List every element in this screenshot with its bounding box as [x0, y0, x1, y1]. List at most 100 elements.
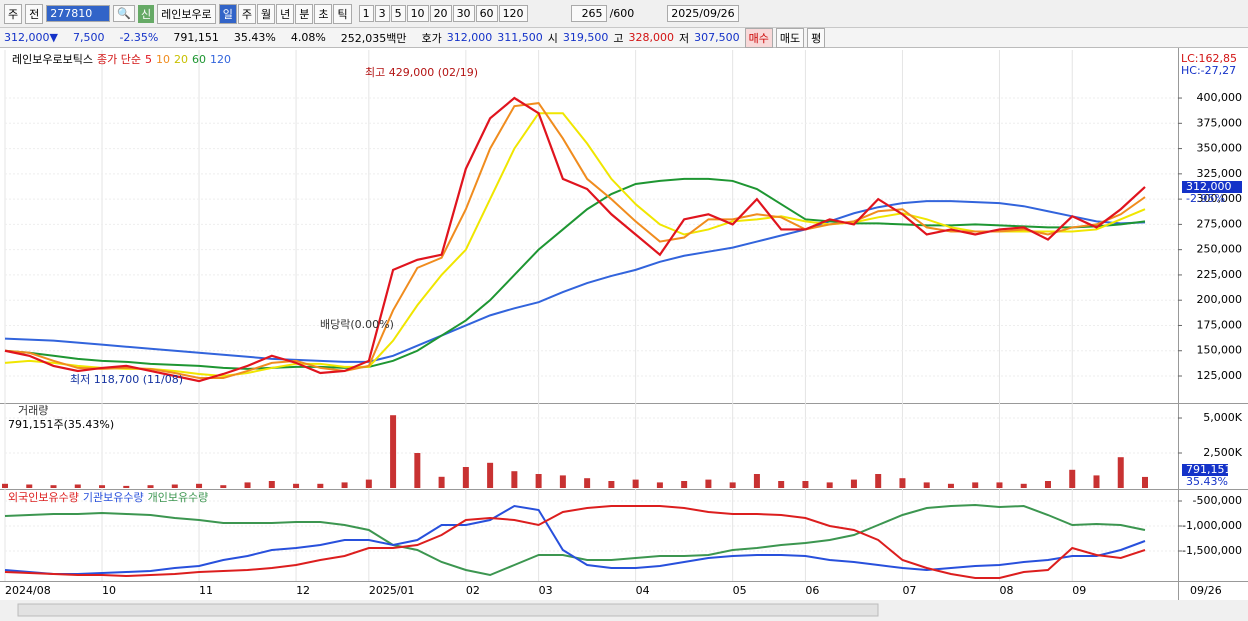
scroll-track[interactable] [17, 603, 879, 617]
annotation: 최저 118,700 (11/08) [70, 373, 183, 386]
info-item: 7,500 [72, 31, 105, 44]
code-input[interactable]: 277810 [46, 5, 111, 22]
legend-entry: 20 [174, 53, 188, 66]
volume-bar [1020, 483, 1027, 488]
volume-bar [365, 479, 372, 488]
period-button[interactable]: 초 [314, 3, 333, 24]
y-tick-label: 275,000 [1197, 217, 1243, 230]
volume-bar [802, 481, 809, 488]
volume-bar [947, 483, 954, 488]
volume-bar [244, 482, 251, 488]
interval-button[interactable]: 3 [374, 5, 390, 22]
period-button[interactable]: 주 [237, 3, 256, 24]
period-button[interactable]: 틱 [333, 3, 352, 24]
x-end-label: 09/26 [1190, 584, 1222, 597]
volume-bar [293, 483, 300, 488]
info-bar: 312,000▼ 7,500 -2.35% 791,151 35.43% 4.08% 252… [0, 27, 1248, 48]
interval-group: 1 3 5 10 20 30 60 120 [358, 5, 528, 22]
series-line [4, 504, 1146, 575]
stock-name[interactable]: 레인보우로 [157, 3, 216, 24]
volume-bar [753, 474, 760, 488]
x-tick-label: 03 [539, 584, 553, 597]
volume-bar [656, 482, 663, 488]
y-tick-label: 350,000 [1197, 142, 1243, 155]
y-tick-label: 150,000 [1197, 344, 1243, 357]
period-button[interactable]: 분 [295, 3, 314, 24]
legend: 외국인보유수량 기관보유수량 개인보유수량 [8, 491, 208, 504]
period-button[interactable]: 월 [256, 3, 276, 24]
volume-bar [220, 485, 227, 488]
search-button[interactable]: 🔍 [113, 5, 135, 22]
chart-title: 레인보우로보틱스 [12, 53, 93, 66]
series-line [4, 112, 1146, 378]
x-tick-label: 09 [1072, 584, 1086, 597]
info-item: -2.35% [119, 31, 159, 44]
info-item: 312,000▼ [4, 31, 58, 44]
info-item: 319,500 [562, 31, 609, 44]
x-tick-label: 07 [902, 584, 916, 597]
y-tick-label: -1,500,000 [1182, 544, 1242, 557]
interval-button[interactable]: 5 [390, 5, 406, 22]
volume-bar [996, 482, 1003, 488]
info-item: 고 [613, 31, 624, 45]
order-button[interactable]: 평 [807, 27, 826, 48]
volume-bar [584, 478, 591, 488]
interval-button[interactable]: 120 [498, 5, 528, 22]
info-item: 791,151 [173, 31, 219, 44]
interval-button[interactable]: 1 [358, 5, 374, 22]
volume-bar [171, 484, 178, 488]
series-line [4, 505, 1146, 579]
panel-title: 거래량 [18, 404, 48, 417]
panel-subtitle: 791,151주(35.43%) [8, 418, 114, 431]
volume-bar [875, 474, 882, 488]
annotation: 최고 429,000 (02/19) [365, 66, 478, 79]
series-line [4, 177, 1146, 370]
prev-button[interactable]: 전 [25, 3, 44, 24]
change-rate: -2.95% [1186, 192, 1225, 205]
volume-bar [511, 471, 518, 488]
interval-button[interactable]: 10 [406, 5, 429, 22]
count-max: /600 [609, 7, 635, 20]
series-line [4, 96, 1146, 383]
legend-entry: 기관보유수량 [83, 491, 144, 504]
volume-bar [341, 482, 348, 488]
volume-bar [923, 482, 930, 488]
volume-bar [268, 481, 275, 488]
volume-bar [826, 482, 833, 488]
new-badge: 신 [137, 4, 155, 23]
info-item: 307,500 [694, 31, 740, 44]
x-tick-label: 04 [636, 584, 650, 597]
volume-bar [462, 467, 469, 488]
y-tick-label: 300,000 [1197, 192, 1243, 205]
y-tick-label: 400,000 [1197, 91, 1243, 104]
price-box [1182, 181, 1242, 193]
volume-bar [559, 475, 566, 488]
info-item: 시 [547, 31, 558, 45]
x-tick-label: 11 [199, 584, 213, 597]
legend-entry: 10 [156, 53, 170, 66]
legend-entry: 5 [145, 53, 152, 66]
order-button[interactable]: 매수 [744, 27, 773, 48]
date-input[interactable]: 2025/09/26 [667, 5, 739, 22]
x-tick-label: 02 [466, 584, 480, 597]
y-tick-label: 225,000 [1197, 268, 1243, 281]
legend-title: 종가 단순 [97, 53, 141, 66]
y-tick-label: 250,000 [1197, 243, 1243, 256]
legend-entry: 개인보유수량 [148, 491, 209, 504]
count-input[interactable]: 265 [570, 5, 607, 22]
interval-button[interactable]: 20 [429, 5, 452, 22]
volume-bar [390, 415, 397, 488]
volume-bar [74, 484, 81, 488]
period-button[interactable]: 일 [218, 3, 237, 24]
interval-button[interactable]: 30 [452, 5, 475, 22]
volume-bar [414, 453, 421, 488]
interval-button[interactable]: 60 [475, 5, 498, 22]
order-button[interactable]: 매도 [775, 27, 805, 48]
x-tick-label: 12 [296, 584, 310, 597]
volume-bar [123, 485, 130, 488]
period-button[interactable]: 년 [276, 3, 295, 24]
volume-bar [850, 479, 857, 488]
market-button[interactable]: 주 [4, 3, 23, 24]
volume-bar [50, 485, 57, 488]
info-item: 저 [679, 31, 690, 45]
